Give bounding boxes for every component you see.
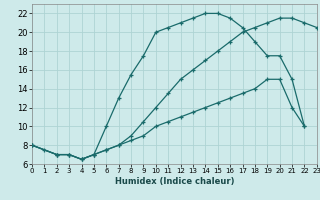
X-axis label: Humidex (Indice chaleur): Humidex (Indice chaleur) — [115, 177, 234, 186]
